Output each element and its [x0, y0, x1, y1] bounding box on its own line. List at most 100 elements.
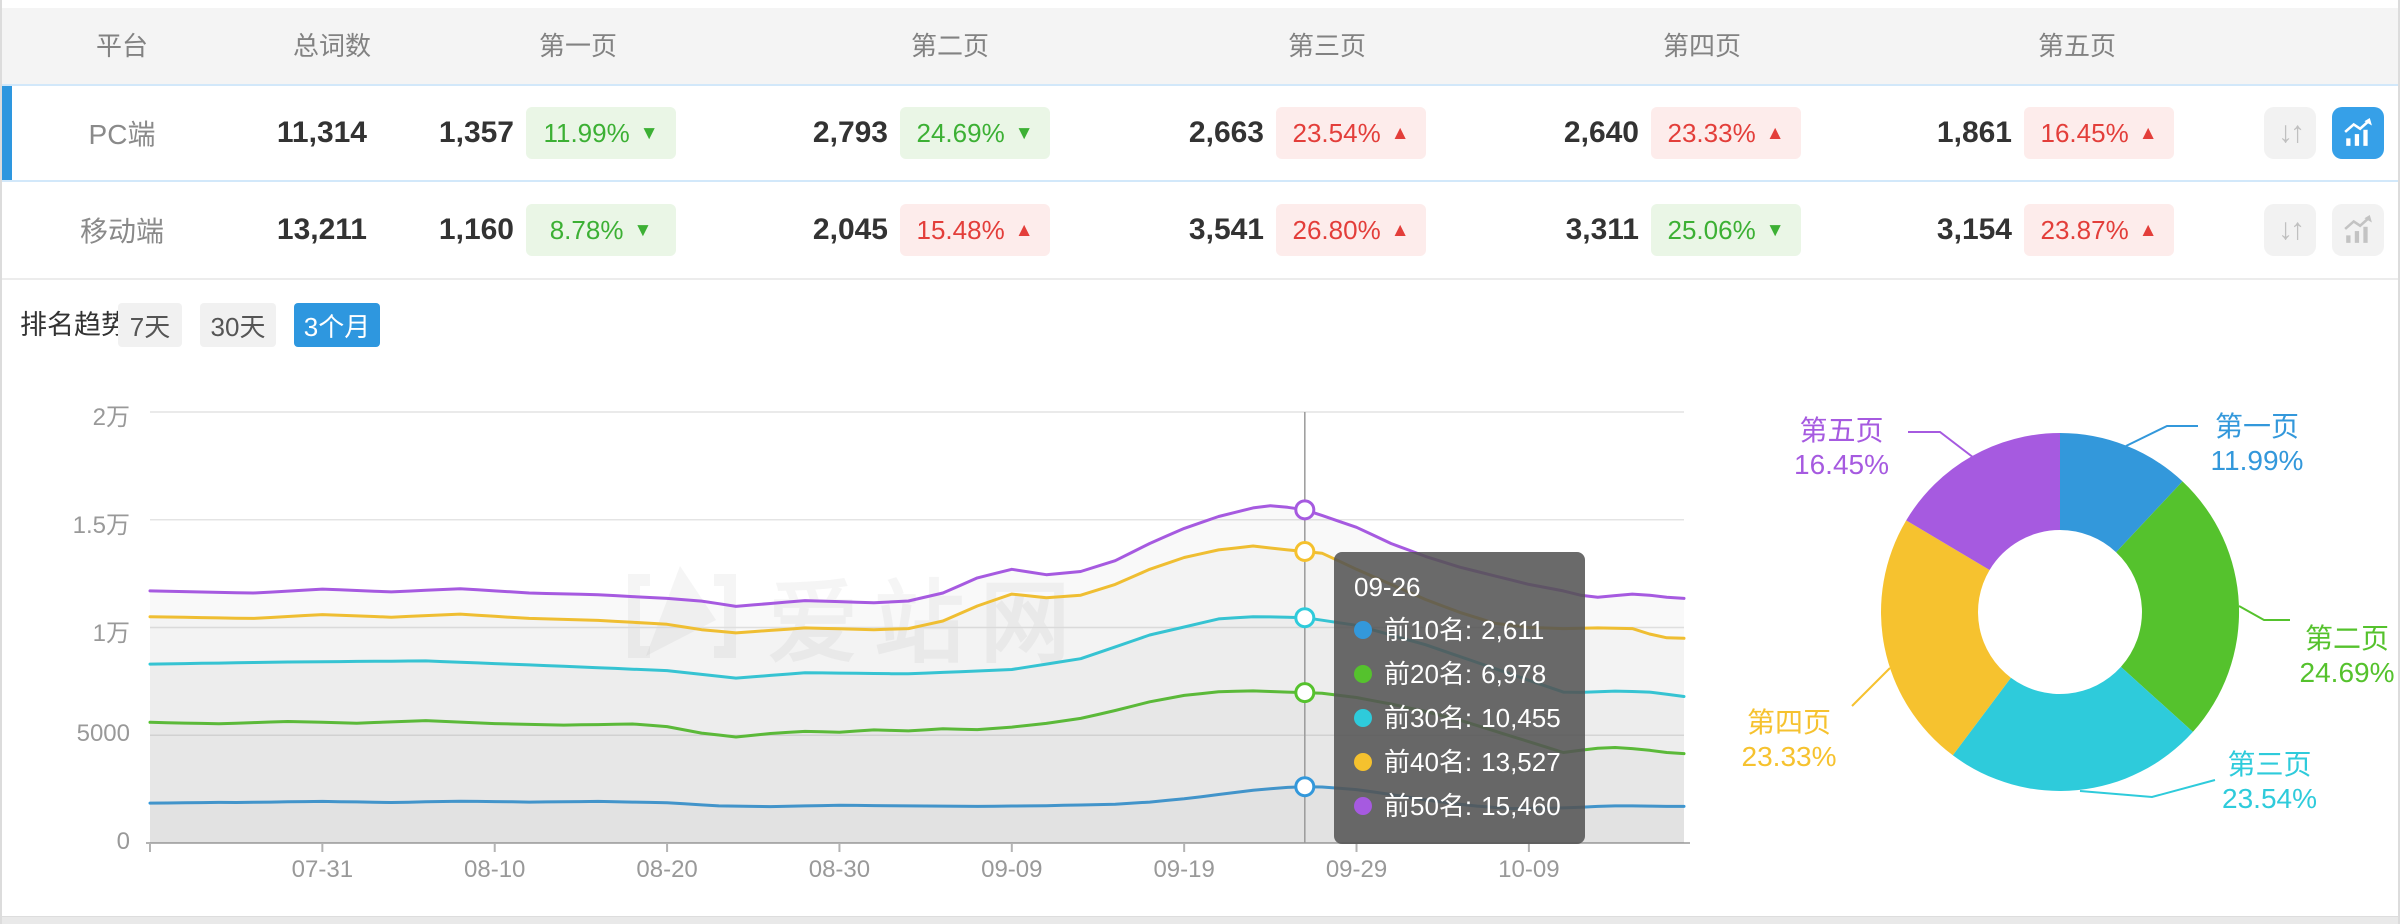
platform-label: PC端: [88, 119, 156, 150]
tooltip-item: 前20名: 6,978: [1354, 652, 1561, 696]
trend-arrow-icon: ▼: [1765, 219, 1785, 241]
page4-change-badge: 23.33% ▲: [1651, 107, 1801, 159]
page2-count: 2,045: [812, 213, 888, 246]
series-line-前10名: [148, 785, 1686, 810]
donut-slice-第一页: [2060, 433, 2183, 553]
col-header-page4: 第四页: [1662, 31, 1741, 61]
col-header-platform: 平台: [95, 31, 148, 61]
trend-arrow-icon: ▼: [633, 219, 653, 241]
page-bottom-edge: [2, 916, 2398, 924]
donut-slice-第二页: [2116, 481, 2240, 732]
page4-change-badge: 25.06% ▼: [1651, 204, 1801, 256]
chart-tooltip: 09-26 前10名: 2,611 前20名: 6,978 前30名: 10,455 …: [1334, 552, 1585, 844]
page2-count: 2,793: [812, 116, 888, 149]
page1-change-badge: 11.99% ▼: [526, 107, 676, 159]
trend-arrow-icon: ▲: [2138, 219, 2158, 241]
donut-label-page3: 第三页 23.54%: [2222, 749, 2317, 814]
page2-change-badge: 24.69% ▼: [900, 107, 1050, 159]
page5-count: 1,861: [1936, 116, 2012, 149]
tab-3months[interactable]: 3个月: [294, 303, 380, 347]
table-row-mobile[interactable]: 移动端 13,211 1,160 8.78% ▼ 2,045 15.48% ▲ 3,…: [2, 182, 2398, 280]
tooltip-date: 09-26: [1354, 572, 1421, 602]
donut-label-page2: 第二页 24.69%: [2299, 623, 2395, 688]
series-area-前40名: [150, 546, 1684, 843]
trend-arrow-icon: ▲: [1390, 122, 1410, 144]
col-header-page2: 第二页: [910, 31, 989, 61]
x-axis-tick-label: 07-31: [291, 856, 354, 883]
page5-change-badge: 16.45% ▲: [2024, 107, 2174, 159]
series-area-前30名: [150, 616, 1684, 843]
col-header-total: 总词数: [292, 31, 371, 61]
show-trend-chart-button[interactable]: [2332, 107, 2384, 159]
sort-arrows-button[interactable]: ↓↑: [2264, 204, 2316, 256]
platform-label: 移动端: [79, 216, 164, 247]
donut-slice-第四页: [1881, 520, 2011, 756]
col-header-page3: 第三页: [1287, 31, 1366, 61]
trend-arrow-icon: ▲: [2138, 122, 2158, 144]
x-axis-tick-label: 09-29: [1325, 856, 1388, 883]
series-area-前20名: [150, 690, 1684, 843]
tooltip-item: 前40名: 13,527: [1354, 740, 1561, 784]
total-words: 11,314: [276, 116, 367, 149]
page5-count: 3,154: [1936, 213, 2012, 246]
page5-change-badge: 23.87% ▲: [2024, 204, 2174, 256]
donut-leader-line: [1851, 667, 1891, 707]
x-axis-tick-label: 08-20: [636, 856, 698, 883]
page4-count: 2,640: [1563, 116, 1639, 149]
table-row-pc[interactable]: PC端 11,314 1,357 11.99% ▼ 2,793 24.69% ▼ 2…: [2, 84, 2398, 182]
watermark-logo-icon: [628, 566, 736, 658]
series-area-前50名: [150, 505, 1684, 843]
line-chart-icon: [2344, 215, 2372, 243]
donut-slice-第五页: [1906, 433, 2060, 570]
donut-slice-第三页: [1952, 666, 2193, 791]
y-axis-tick-label: 1.5万: [72, 511, 130, 539]
x-axis-tick-label: 10-09: [1498, 856, 1560, 883]
page3-count: 2,663: [1188, 116, 1264, 149]
series-line-前50名: [148, 504, 1686, 608]
series-dot-icon: [1354, 797, 1372, 815]
series-dot-icon: [1354, 621, 1372, 639]
trend-arrow-icon: ▲: [1390, 219, 1410, 241]
page1-change-badge: 8.78% ▼: [526, 204, 676, 256]
series-line-前20名: [148, 689, 1686, 756]
y-axis-tick-label: 0: [116, 828, 130, 855]
sort-arrows-button[interactable]: ↓↑: [2264, 107, 2316, 159]
page2-change-badge: 15.48% ▲: [900, 204, 1050, 256]
donut-leader-line: [2125, 425, 2198, 447]
x-axis-tick-label: 09-19: [1153, 856, 1215, 883]
tooltip-item: 前30名: 10,455: [1354, 696, 1561, 740]
page3-change-badge: 26.80% ▲: [1276, 204, 1426, 256]
trend-section-title: 排名趋势: [20, 310, 128, 340]
series-dot-icon: [1354, 665, 1372, 683]
donut-label-page5: 第五页 16.45%: [1794, 415, 1889, 480]
y-axis-tick-label: 5000: [76, 720, 130, 748]
series-line-前30名: [148, 615, 1686, 698]
tooltip-item: 前10名: 2,611: [1354, 608, 1561, 652]
series-line-前40名: [148, 544, 1686, 640]
x-axis-tick-label: 08-10: [464, 856, 526, 883]
tab-30days[interactable]: 30天: [200, 303, 276, 347]
page3-count: 3,541: [1188, 213, 1264, 246]
trend-arrow-icon: ▼: [1014, 122, 1034, 144]
y-axis-tick-label: 2万: [92, 404, 130, 431]
donut-leader-line: [2079, 779, 2216, 799]
col-header-page1: 第一页: [538, 31, 617, 61]
page4-count: 3,311: [1565, 213, 1639, 246]
crosshair-point-前50名: [1294, 499, 1316, 521]
donut-leader-line: [2238, 605, 2290, 621]
tab-7days[interactable]: 7天: [118, 303, 182, 347]
table-header: 平台 总词数 第一页 第二页 第三页 第四页 第五页: [2, 8, 2398, 84]
col-header-page5: 第五页: [2037, 31, 2116, 61]
page1-count: 1,357: [438, 116, 514, 149]
y-axis-tick-label: 1万: [92, 619, 130, 647]
x-axis-tick-label: 08-30: [808, 856, 871, 883]
total-words: 13,211: [276, 213, 367, 246]
series-dot-icon: [1354, 753, 1372, 771]
crosshair-point-前30名: [1294, 607, 1316, 629]
trend-arrow-icon: ▲: [1014, 219, 1034, 241]
crosshair-point-前10名: [1294, 776, 1316, 798]
crosshair-point-前20名: [1294, 682, 1316, 704]
show-trend-chart-button[interactable]: [2332, 204, 2384, 256]
aizhan-watermark: 爱站网: [622, 550, 1086, 680]
